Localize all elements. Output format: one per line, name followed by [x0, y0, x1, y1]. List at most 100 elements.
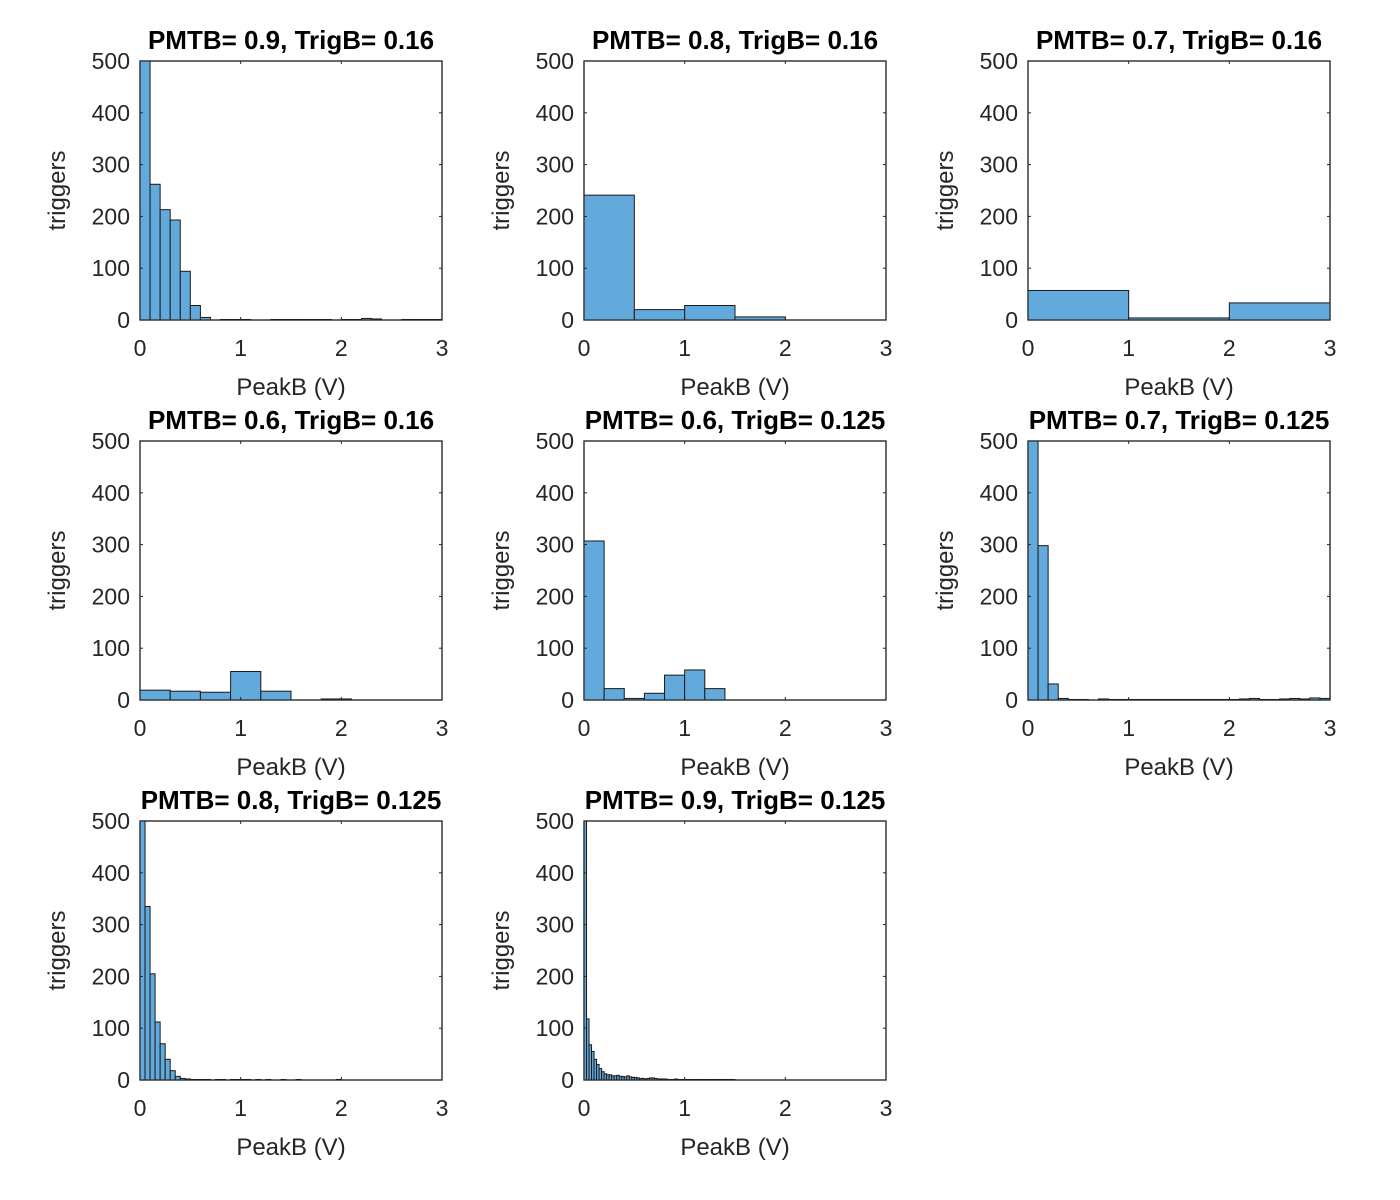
x-tick-label: 2	[335, 335, 348, 361]
x-tick-label: 0	[134, 715, 147, 741]
axes-frame	[1027, 60, 1331, 321]
x-tick-label: 1	[234, 1095, 247, 1121]
y-axis-label: triggers	[932, 530, 959, 610]
histogram-bar	[643, 692, 666, 701]
histogram-bar	[149, 973, 156, 1081]
y-tick-label: 200	[980, 583, 1018, 609]
y-tick-label: 100	[536, 635, 574, 661]
x-tick-label: 1	[678, 715, 691, 741]
y-tick-label: 0	[1005, 307, 1018, 333]
y-tick-label: 100	[92, 1015, 130, 1041]
y-tick-label: 0	[561, 1067, 574, 1093]
x-tick-label: 0	[134, 335, 147, 361]
histogram-bar	[1037, 545, 1049, 701]
histogram-panel: 0 100 200 300 400 500 0 1 2 3 PMTB= 0.9, TrigB= 0.…	[488, 785, 892, 1161]
histogram-bar	[189, 304, 201, 321]
x-tick-label: 1	[1122, 715, 1135, 741]
x-tick-label: 3	[1324, 335, 1337, 361]
y-tick-label: 400	[536, 860, 574, 886]
axes-frame	[583, 440, 887, 701]
x-axis-label: PeakB (V)	[236, 754, 345, 781]
x-tick-label: 2	[335, 1095, 348, 1121]
histogram-bar	[583, 540, 605, 701]
histogram-bar	[704, 688, 726, 701]
axes-border	[583, 60, 887, 321]
histogram-bar	[603, 688, 625, 701]
y-tick-label: 200	[536, 203, 574, 229]
histogram-bar	[684, 304, 736, 321]
axes-border	[139, 60, 443, 321]
y-tick-label: 400	[536, 100, 574, 126]
y-tick-label: 300	[536, 152, 574, 178]
y-tick-label: 500	[536, 808, 574, 834]
histogram-bar	[1047, 683, 1059, 701]
panel-title: PMTB= 0.7, TrigB= 0.16	[1036, 25, 1322, 55]
x-axis-label: PeakB (V)	[680, 754, 789, 781]
x-tick-label: 0	[1022, 715, 1035, 741]
panel-title: PMTB= 0.8, TrigB= 0.125	[141, 785, 442, 815]
x-tick-label: 3	[436, 335, 449, 361]
x-tick-label: 0	[134, 1095, 147, 1121]
y-tick-label: 400	[92, 480, 130, 506]
x-tick-label: 0	[578, 335, 591, 361]
y-tick-label: 300	[536, 912, 574, 938]
histogram-bar	[169, 690, 201, 701]
histogram-panel: 0 100 200 300 400 500 0 1 2 3 PMTB= 0.7, TrigB= 0.…	[932, 25, 1336, 401]
histogram-panel: 0 100 200 300 400 500 0 1 2 3 PMTB= 0.8, TrigB= 0.…	[44, 785, 448, 1161]
histogram-panel: 0 100 200 300 400 500 0 1 2 3 PMTB= 0.6, TrigB= 0.…	[44, 405, 448, 781]
histogram-panel: 0 100 200 300 400 500 0 1 2 3 PMTB= 0.6, TrigB= 0.…	[488, 405, 892, 781]
x-tick-label: 1	[678, 1095, 691, 1121]
y-tick-label: 0	[561, 307, 574, 333]
histogram-panel: 0 100 200 300 400 500 0 1 2 3 PMTB= 0.9, TrigB= 0.…	[44, 25, 448, 401]
y-tick-label: 500	[980, 428, 1018, 454]
x-tick-label: 2	[779, 715, 792, 741]
x-tick-label: 1	[678, 335, 691, 361]
y-tick-label: 400	[980, 480, 1018, 506]
axes-border	[583, 820, 887, 1081]
axes-frame	[583, 820, 887, 1081]
x-axis-label: PeakB (V)	[680, 1134, 789, 1161]
histogram-bar	[1228, 302, 1331, 321]
histogram-bar	[154, 1021, 161, 1081]
y-tick-label: 500	[92, 48, 130, 74]
histogram-bar	[583, 194, 635, 321]
histogram-bar	[169, 219, 181, 321]
axes-frame	[139, 440, 443, 701]
x-tick-label: 1	[1122, 335, 1135, 361]
y-axis-label: triggers	[488, 530, 515, 610]
y-tick-label: 300	[92, 532, 130, 558]
y-tick-label: 300	[92, 152, 130, 178]
y-tick-label: 200	[980, 203, 1018, 229]
histogram-bar	[139, 820, 146, 1081]
panel-title: PMTB= 0.9, TrigB= 0.125	[585, 785, 886, 815]
x-tick-label: 2	[1223, 715, 1236, 741]
histogram-bar	[1027, 289, 1130, 321]
y-tick-label: 100	[536, 255, 574, 281]
x-axis-label: PeakB (V)	[236, 374, 345, 401]
axes-border	[583, 440, 887, 701]
histogram-bar	[139, 60, 151, 321]
histogram-bar	[159, 209, 171, 321]
histogram-bar	[144, 905, 151, 1081]
histogram-bar	[1027, 440, 1039, 701]
histogram-bar	[169, 1070, 176, 1081]
axes-frame	[139, 820, 443, 1081]
panel-title: PMTB= 0.9, TrigB= 0.16	[148, 25, 434, 55]
x-axis-label: PeakB (V)	[1124, 374, 1233, 401]
x-tick-label: 0	[578, 715, 591, 741]
y-tick-label: 300	[92, 912, 130, 938]
histogram-bar	[159, 1043, 166, 1081]
y-tick-label: 500	[536, 48, 574, 74]
x-tick-label: 2	[1223, 335, 1236, 361]
y-tick-label: 100	[92, 635, 130, 661]
axes-border	[1027, 60, 1331, 321]
axes-frame	[1027, 440, 1331, 701]
x-axis-label: PeakB (V)	[1124, 754, 1233, 781]
histogram-bar	[149, 183, 161, 321]
x-tick-label: 0	[578, 1095, 591, 1121]
histogram-bar	[260, 690, 292, 701]
y-tick-label: 200	[92, 583, 130, 609]
y-tick-label: 400	[536, 480, 574, 506]
y-axis-label: triggers	[488, 910, 515, 990]
